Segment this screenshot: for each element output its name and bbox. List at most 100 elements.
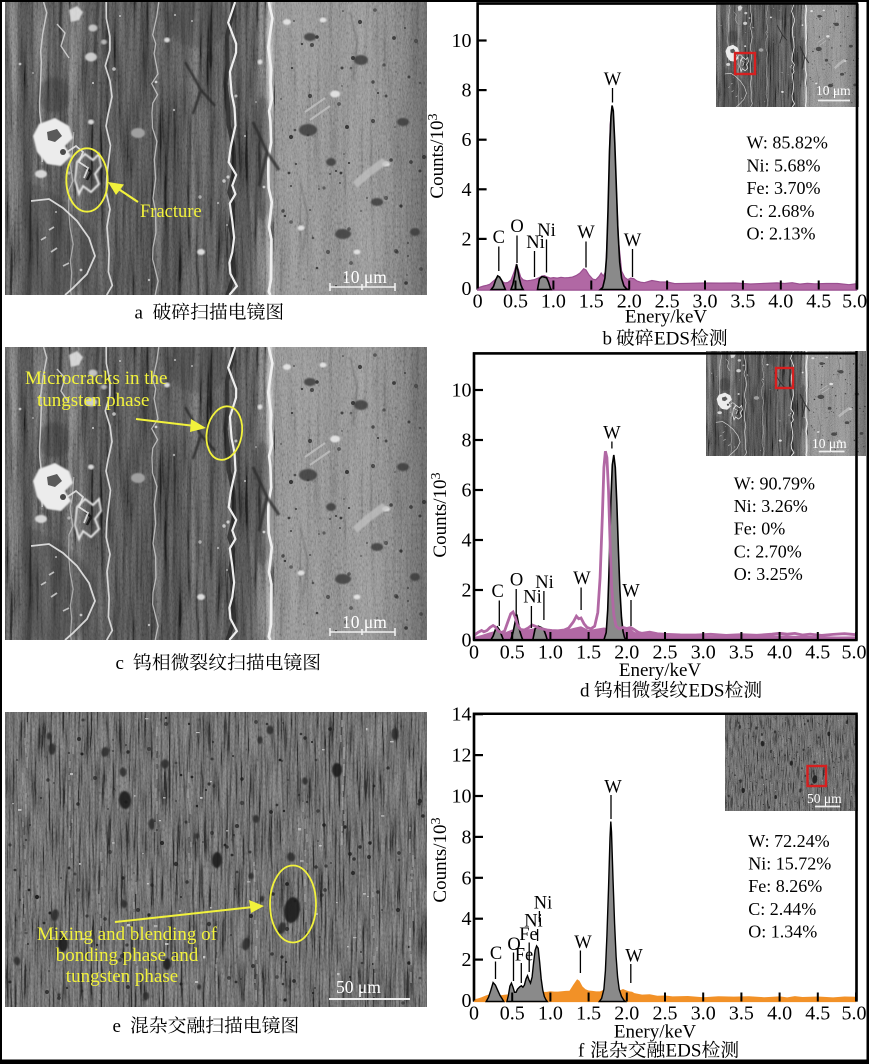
- svg-text:W: W: [603, 424, 621, 444]
- svg-text:Ni: Ni: [526, 233, 545, 253]
- svg-text:3.0: 3.0: [691, 642, 716, 664]
- svg-text:3.5: 3.5: [729, 1003, 754, 1025]
- svg-text:W: W: [604, 70, 622, 90]
- svg-text:W: 90.79%: W: 90.79%: [734, 474, 815, 494]
- svg-text:14: 14: [452, 704, 472, 726]
- svg-text:4: 4: [462, 908, 472, 930]
- svg-text:2: 2: [462, 228, 472, 250]
- svg-text:EDS: EDS: [654, 329, 690, 350]
- svg-text:c: c: [116, 653, 124, 674]
- svg-text:0.5: 0.5: [500, 642, 525, 664]
- svg-text:Ni: Ni: [523, 588, 542, 608]
- svg-text:a: a: [135, 303, 144, 324]
- svg-text:C: 2.70%: C: 2.70%: [734, 541, 802, 561]
- svg-text:Ni: Ni: [535, 573, 554, 593]
- svg-text:EDS: EDS: [666, 1041, 702, 1062]
- svg-text:0.5: 0.5: [500, 1003, 525, 1025]
- svg-text:6: 6: [462, 867, 472, 889]
- svg-text:W: 72.24%: W: 72.24%: [748, 831, 829, 851]
- svg-text:Fe: Fe: [515, 946, 534, 966]
- svg-text:W: 85.82%: W: 85.82%: [747, 133, 828, 153]
- svg-text:Ni: 5.68%: Ni: 5.68%: [747, 155, 821, 175]
- svg-text:Ni: Ni: [537, 221, 556, 241]
- svg-text:Enery/keV: Enery/keV: [614, 1022, 697, 1043]
- svg-text:3.0: 3.0: [693, 291, 718, 313]
- svg-text:1.5: 1.5: [576, 642, 601, 664]
- svg-text:bonding phase and: bonding phase and: [56, 945, 199, 966]
- svg-text:C: C: [492, 582, 504, 602]
- svg-text:C: C: [493, 228, 505, 248]
- svg-text:50 μm: 50 μm: [807, 791, 842, 806]
- svg-text:4.5: 4.5: [805, 642, 830, 664]
- svg-text:1.5: 1.5: [579, 291, 604, 313]
- svg-text:5.0: 5.0: [842, 291, 867, 313]
- svg-text:3.5: 3.5: [729, 642, 754, 664]
- svg-text:Fracture: Fracture: [140, 202, 202, 222]
- svg-text:6: 6: [462, 129, 472, 151]
- svg-text:2.0: 2.0: [614, 642, 639, 664]
- svg-text:3.0: 3.0: [691, 1003, 716, 1025]
- svg-text:C: 2.44%: C: 2.44%: [748, 899, 816, 919]
- svg-text:2: 2: [462, 580, 472, 602]
- svg-text:0: 0: [473, 291, 483, 313]
- svg-text:5.0: 5.0: [842, 1003, 867, 1025]
- svg-text:0.5: 0.5: [503, 291, 528, 313]
- svg-text:tungsten phase: tungsten phase: [37, 390, 149, 411]
- svg-text:Counts/103: Counts/103: [429, 817, 451, 902]
- svg-text:Ni: Ni: [524, 912, 543, 932]
- svg-text:C: 2.68%: C: 2.68%: [747, 201, 815, 221]
- svg-text:0: 0: [462, 990, 472, 1012]
- svg-text:8: 8: [462, 826, 472, 848]
- svg-text:2.0: 2.0: [617, 291, 642, 313]
- svg-text:0: 0: [469, 642, 479, 664]
- svg-text:Counts/103: Counts/103: [429, 472, 451, 557]
- svg-text:Ni: 15.72%: Ni: 15.72%: [748, 854, 831, 874]
- svg-text:4.5: 4.5: [806, 291, 831, 313]
- svg-text:Fe: 8.26%: Fe: 8.26%: [748, 876, 822, 896]
- svg-text:2.5: 2.5: [653, 642, 678, 664]
- svg-text:10 μm: 10 μm: [816, 83, 851, 98]
- svg-text:Fe: Fe: [519, 925, 538, 945]
- svg-text:W: W: [604, 778, 622, 798]
- svg-text:O: O: [507, 935, 520, 955]
- svg-text:1.0: 1.0: [538, 642, 563, 664]
- svg-text:Fe: 3.70%: Fe: 3.70%: [747, 178, 821, 198]
- svg-text:O: O: [510, 571, 523, 591]
- svg-text:2.0: 2.0: [614, 1003, 639, 1025]
- svg-text:O: 3.25%: O: 3.25%: [734, 564, 803, 584]
- svg-text:4: 4: [462, 179, 472, 201]
- svg-text:W: W: [625, 947, 643, 967]
- svg-text:Ni: 3.26%: Ni: 3.26%: [734, 496, 808, 516]
- svg-text:4.0: 4.0: [767, 642, 792, 664]
- svg-text:Mixing and blending of: Mixing and blending of: [37, 924, 218, 945]
- svg-text:10 μm: 10 μm: [812, 436, 847, 451]
- svg-text:Enery/keV: Enery/keV: [625, 307, 708, 328]
- svg-text:10: 10: [452, 30, 472, 52]
- svg-text:1.5: 1.5: [576, 1003, 601, 1025]
- svg-text:3.5: 3.5: [730, 291, 755, 313]
- svg-text:10 μm: 10 μm: [342, 267, 387, 287]
- svg-text:f: f: [578, 1041, 585, 1062]
- svg-text:12: 12: [452, 745, 472, 767]
- svg-text:4: 4: [462, 530, 472, 552]
- svg-text:Ni: Ni: [534, 894, 553, 914]
- svg-text:EDS: EDS: [689, 681, 725, 702]
- svg-text:1.0: 1.0: [541, 291, 566, 313]
- svg-text:Enery/keV: Enery/keV: [619, 660, 702, 681]
- svg-text:tungsten phase: tungsten phase: [66, 966, 178, 987]
- svg-text:0: 0: [469, 1003, 479, 1025]
- svg-text:5.0: 5.0: [842, 642, 867, 664]
- svg-text:Counts/103: Counts/103: [426, 113, 448, 198]
- svg-text:W: W: [624, 231, 642, 251]
- svg-text:1.0: 1.0: [538, 1003, 563, 1025]
- svg-text:O: O: [510, 217, 523, 237]
- svg-text:4.0: 4.0: [768, 291, 793, 313]
- svg-text:b: b: [603, 329, 613, 350]
- svg-text:50 μm: 50 μm: [336, 977, 381, 997]
- svg-text:10 μm: 10 μm: [342, 612, 387, 632]
- svg-text:0: 0: [462, 630, 472, 652]
- svg-text:W: W: [574, 933, 592, 953]
- svg-text:2: 2: [462, 949, 472, 971]
- svg-text:O: 1.34%: O: 1.34%: [748, 922, 817, 942]
- svg-text:8: 8: [462, 430, 472, 452]
